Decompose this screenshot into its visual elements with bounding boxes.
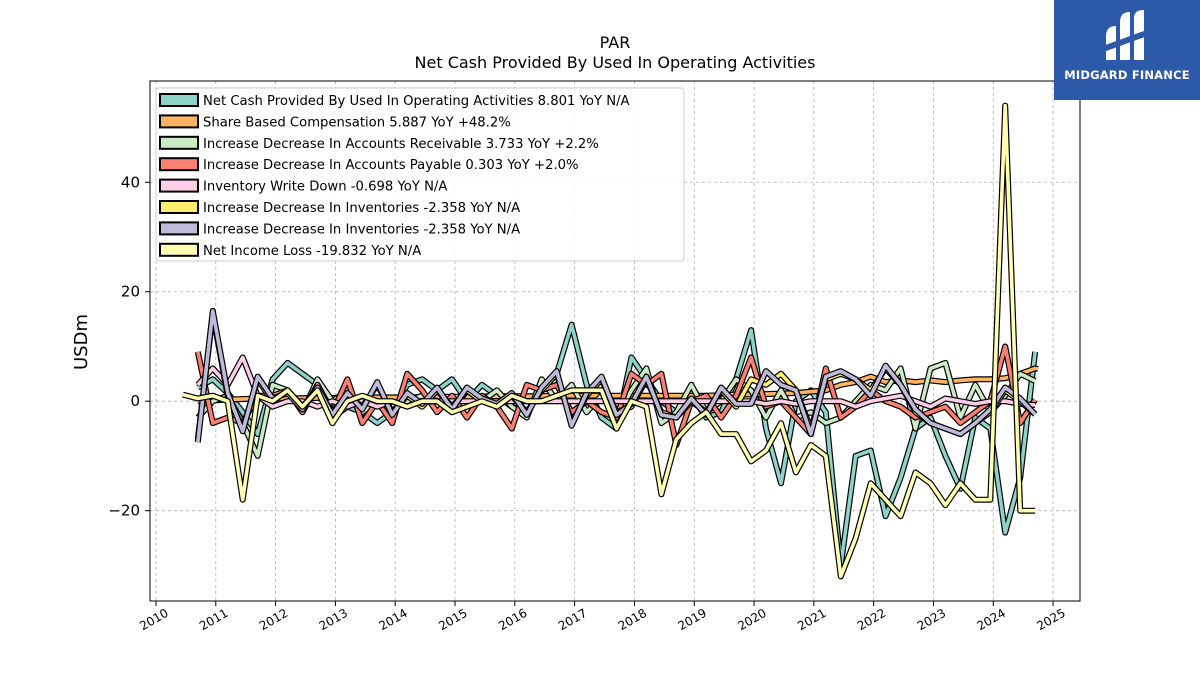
y-axis: −20 0 20 40 — [108, 173, 150, 520]
y-tick-label: 40 — [121, 173, 140, 191]
legend-label: Net Income Loss -19.832 YoY N/A — [203, 244, 421, 259]
midgard-logo-icon — [1104, 10, 1146, 60]
x-tick-label: 2015 — [436, 606, 469, 633]
legend-label: Increase Decrease In Inventories -2.358 … — [203, 222, 520, 237]
legend-label: Net Cash Provided By Used In Operating A… — [203, 94, 630, 109]
plot-frame — [149, 80, 1081, 602]
y-axis-label: USDm — [71, 314, 92, 370]
x-tick-label: 2014 — [376, 606, 409, 633]
legend-swatch — [159, 242, 199, 257]
legend-swatch — [159, 93, 199, 107]
x-tick-label: 2023 — [915, 606, 948, 633]
legend-label: Share Based Compensation 5.887 YoY +48.2… — [203, 115, 511, 130]
x-tick-label: 2017 — [556, 606, 589, 633]
legend-label: Increase Decrease In Accounts Payable 0.… — [203, 158, 579, 173]
brand-name: MIDGARD FINANCE — [1064, 68, 1190, 82]
chart-title: PAR — [600, 33, 631, 52]
legend-swatch — [159, 221, 199, 236]
legend-swatch — [159, 157, 199, 172]
series-7 — [182, 102, 1036, 580]
legend-label: Increase Decrease In Inventories -2.358 … — [203, 201, 520, 216]
x-tick-label: 2022 — [855, 606, 888, 633]
x-tick-label: 2018 — [616, 606, 649, 633]
x-tick-label: 2024 — [975, 606, 1008, 633]
legend-swatch — [159, 178, 199, 193]
x-tick-label: 2019 — [676, 606, 709, 633]
legend-box — [155, 87, 685, 262]
legend-label: Increase Decrease In Accounts Receivable… — [203, 137, 599, 152]
x-tick-label: 2011 — [197, 606, 230, 633]
x-tick-label: 2020 — [735, 606, 768, 633]
x-axis: 2010 2011 2012 2013 2014 2015 2016 2017 2018 2019… — [137, 601, 1068, 633]
series-line — [196, 322, 1037, 568]
series-line — [196, 309, 1037, 443]
x-tick-label: 2012 — [257, 606, 290, 633]
legend-swatch — [159, 135, 199, 150]
x-tick-label: 2016 — [496, 606, 529, 633]
x-tick-label: 2025 — [1034, 606, 1067, 633]
y-tick-label: 20 — [121, 283, 140, 301]
brand-logo: MIDGARD FINANCE — [1054, 0, 1200, 100]
legend-label: Inventory Write Down -0.698 YoY N/A — [203, 180, 447, 195]
y-tick-label: 0 — [130, 392, 140, 410]
x-tick-label: 2021 — [795, 606, 828, 633]
legend-swatch — [159, 114, 199, 129]
series-lines — [182, 102, 1039, 580]
series-line — [182, 103, 1036, 579]
series-6 — [194, 307, 1038, 443]
x-tick-label: 2010 — [137, 606, 170, 633]
chart-subtitle: Net Cash Provided By Used In Operating A… — [415, 53, 816, 72]
y-tick-label: −20 — [108, 502, 140, 520]
legend: Net Cash Provided By Used In Operating A… — [155, 87, 685, 262]
legend-swatch — [159, 200, 199, 214]
x-tick-label: 2013 — [317, 606, 350, 633]
series-0 — [196, 321, 1039, 569]
